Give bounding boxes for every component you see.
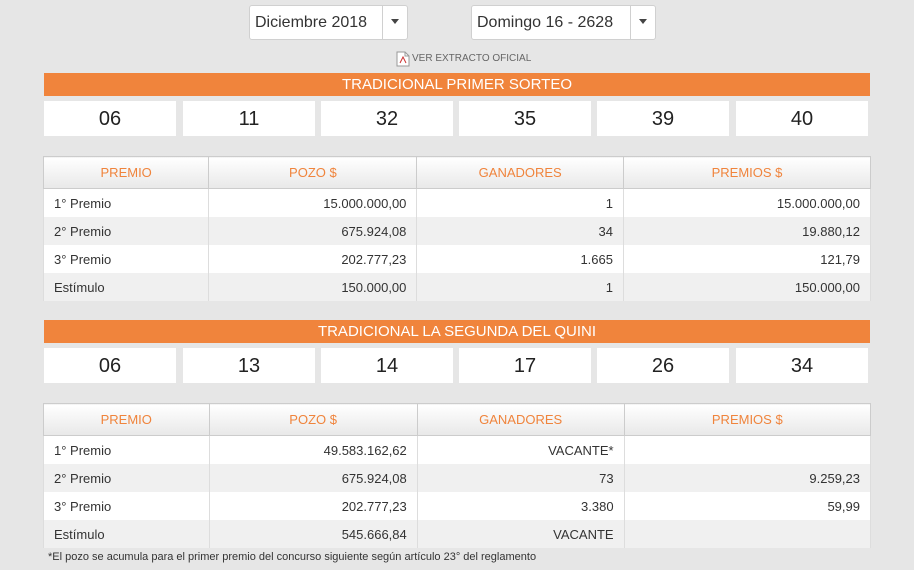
cell: [623, 435, 872, 464]
cell: 73: [416, 464, 625, 492]
header-row: PREMIO POZO $ GANADORES PREMIOS $: [43, 403, 872, 436]
prize-table: PREMIO POZO $ GANADORES PREMIOS $1° Premio 1…: [42, 156, 871, 301]
drawn-number: 35: [459, 101, 591, 136]
cell: 3° Premio: [42, 245, 210, 273]
month-select[interactable]: Diciembre 2018: [249, 5, 408, 40]
cell: 3.380: [416, 492, 625, 520]
cell: 1.665: [416, 245, 624, 273]
cell: 15.000.000,00: [208, 188, 418, 217]
cell: VACANTE: [416, 520, 625, 548]
dropdown-arrow[interactable]: [630, 6, 655, 39]
cell: 15.000.000,00: [623, 188, 871, 217]
cell: 202.777,23: [208, 492, 418, 520]
cell: [623, 520, 872, 548]
cell: 34: [416, 217, 624, 245]
cell: 49.583.162,62: [208, 435, 418, 464]
prize-row: 1° Premio 49.583.162,62 VACANTE*: [43, 435, 872, 464]
prize-row: 1° Premio 15.000.000,00 1 15.000.000,00: [42, 188, 871, 217]
cell: 675.924,08: [208, 217, 418, 245]
section-title: TRADICIONAL PRIMER SORTEO: [44, 73, 870, 96]
cell: 545.666,84: [208, 520, 418, 548]
column-header: PREMIOS $: [623, 156, 871, 189]
column-header: PREMIO: [43, 403, 210, 436]
dropdown-arrow[interactable]: [382, 6, 407, 39]
drawn-number: 06: [44, 348, 176, 383]
cell: 3° Premio: [43, 492, 210, 520]
column-header: PREMIOS $: [623, 403, 872, 436]
drawn-number: 13: [183, 348, 315, 383]
drawn-number: 39: [597, 101, 729, 136]
section-title: TRADICIONAL LA SEGUNDA DEL QUINI: [44, 320, 870, 343]
month-text: Diciembre 2018: [255, 14, 368, 31]
pdf-icon[interactable]: [396, 51, 410, 67]
cell: 1: [416, 273, 624, 301]
footnote: *El pozo se acumula para el primer premi…: [48, 551, 537, 563]
drawn-number: 26: [597, 348, 729, 383]
cell: 2° Premio: [43, 464, 210, 492]
cell: 121,79: [623, 245, 871, 273]
drawn-number: 32: [321, 101, 453, 136]
prize-row: 2° Premio 675.924,08 34 19.880,12: [42, 217, 871, 245]
cell: 1° Premio: [43, 435, 210, 464]
drawn-number: 11: [183, 101, 315, 136]
drawn-number: 14: [321, 348, 453, 383]
column-header: PREMIO: [42, 156, 210, 189]
column-header: GANADORES: [416, 156, 624, 189]
cell: 1: [416, 188, 624, 217]
prize-row: 3° Premio 202.777,23 3.380 59,99: [43, 492, 872, 520]
drawn-number: 34: [736, 348, 868, 383]
column-header: POZO $: [208, 156, 418, 189]
prize-row: 3° Premio 202.777,23 1.665 121,79: [42, 245, 871, 273]
cell: 19.880,12: [623, 217, 871, 245]
cell: 150.000,00: [623, 273, 871, 301]
prize-table: PREMIO POZO $ GANADORES PREMIOS $1° Premio 4…: [43, 403, 872, 548]
cell: VACANTE*: [416, 435, 625, 464]
drawn-number: 40: [736, 101, 868, 136]
cell: Estímulo: [43, 520, 210, 548]
prize-row: 2° Premio 675.924,08 73 9.259,23: [43, 464, 872, 492]
cell: 2° Premio: [42, 217, 210, 245]
cell: 1° Premio: [42, 188, 210, 217]
cell: 150.000,00: [208, 273, 418, 301]
cell: 675.924,08: [208, 464, 418, 492]
header-row: PREMIO POZO $ GANADORES PREMIOS $: [42, 156, 871, 189]
prize-row: Estímulo 150.000,00 1 150.000,00: [42, 273, 871, 301]
column-header: GANADORES: [416, 403, 625, 436]
draw-select[interactable]: Domingo 16 - 2628: [471, 5, 656, 40]
cell: Estímulo: [42, 273, 210, 301]
drawn-number: 17: [459, 348, 591, 383]
cell: 59,99: [623, 492, 872, 520]
prize-row: Estímulo 545.666,84 VACANTE: [43, 520, 872, 548]
extract-link[interactable]: VER EXTRACTO OFICIAL: [412, 53, 532, 64]
drawn-number: 06: [44, 101, 176, 136]
column-header: POZO $: [208, 403, 418, 436]
draw-text: Domingo 16 - 2628: [477, 14, 614, 31]
cell: 9.259,23: [623, 464, 872, 492]
cell: 202.777,23: [208, 245, 418, 273]
